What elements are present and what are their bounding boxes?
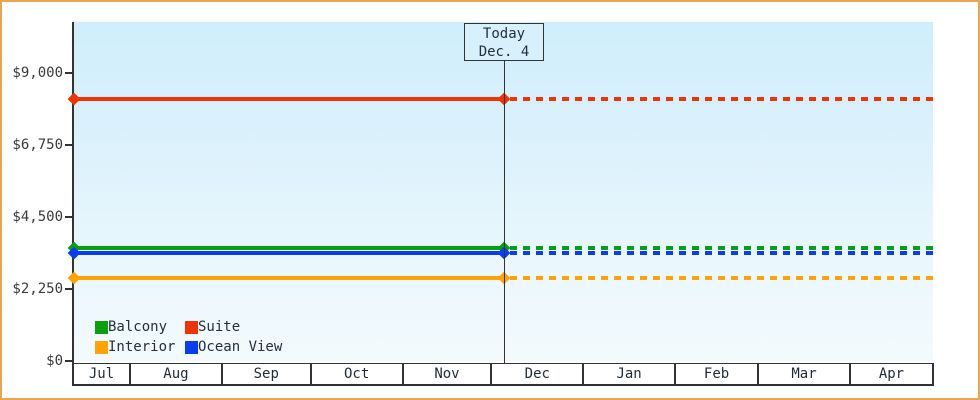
month-cell-nov: Nov [401, 364, 491, 384]
series-line-dashed-interior [510, 276, 933, 280]
series-line-solid-suite [74, 97, 504, 101]
legend-label: Suite [198, 319, 241, 335]
series-line-solid-interior [74, 276, 504, 280]
y-tick-label: $0 [46, 353, 63, 369]
y-tick-label: $6,750 [12, 136, 63, 153]
today-label-box: Today Dec. 4 [464, 23, 544, 61]
series-line-dashed-suite [510, 97, 933, 101]
series-line-dashed-ocean-view [510, 251, 933, 255]
legend-item-ocean-view: Ocean View [185, 337, 282, 357]
today-label: Today [482, 26, 526, 42]
legend-item-interior: Interior [95, 337, 185, 357]
chart-legend: Balcony Suite Interior Ocean View [95, 317, 282, 357]
month-cell-sep: Sep [220, 364, 310, 384]
series-line-solid-ocean-view [74, 251, 504, 255]
legend-swatch-icon [95, 320, 108, 334]
legend-swatch-icon [185, 320, 198, 334]
month-cell-feb: Feb [674, 364, 757, 384]
month-cell-jan: Jan [582, 364, 674, 384]
y-tick-mark [65, 71, 72, 74]
y-tick-label: $9,000 [12, 64, 63, 81]
legend-item-suite: Suite [185, 317, 282, 337]
legend-label: Ocean View [198, 339, 283, 355]
y-axis-line [72, 22, 74, 363]
y-tick-label: $2,250 [12, 280, 63, 297]
today-marker-line [504, 61, 505, 363]
x-axis-month-band: Jul Aug Sep Oct Nov Dec Jan Feb Mar Apr [72, 363, 934, 386]
month-cell-dec: Dec [490, 364, 582, 384]
legend-label: Balcony [108, 319, 168, 335]
y-tick-mark [65, 360, 72, 362]
series-line-dashed-balcony [510, 246, 933, 250]
legend-item-balcony: Balcony [95, 317, 185, 337]
chart-plot-area [74, 22, 933, 361]
month-cell-apr: Apr [848, 364, 932, 384]
month-cell-mar: Mar [757, 364, 849, 384]
legend-swatch-icon [185, 340, 198, 354]
legend-label: Interior [108, 339, 176, 355]
month-cell-aug: Aug [129, 364, 221, 384]
y-tick-mark [65, 287, 72, 290]
today-date-label: Dec. 4 [478, 44, 530, 60]
y-tick-mark [65, 143, 72, 146]
y-tick-label: $4,500 [12, 208, 63, 225]
y-tick-mark [65, 215, 72, 218]
month-cell-jul: Jul [88, 366, 115, 382]
series-line-solid-balcony [74, 246, 504, 250]
legend-swatch-icon [95, 340, 108, 354]
month-cell-oct: Oct [309, 364, 402, 384]
